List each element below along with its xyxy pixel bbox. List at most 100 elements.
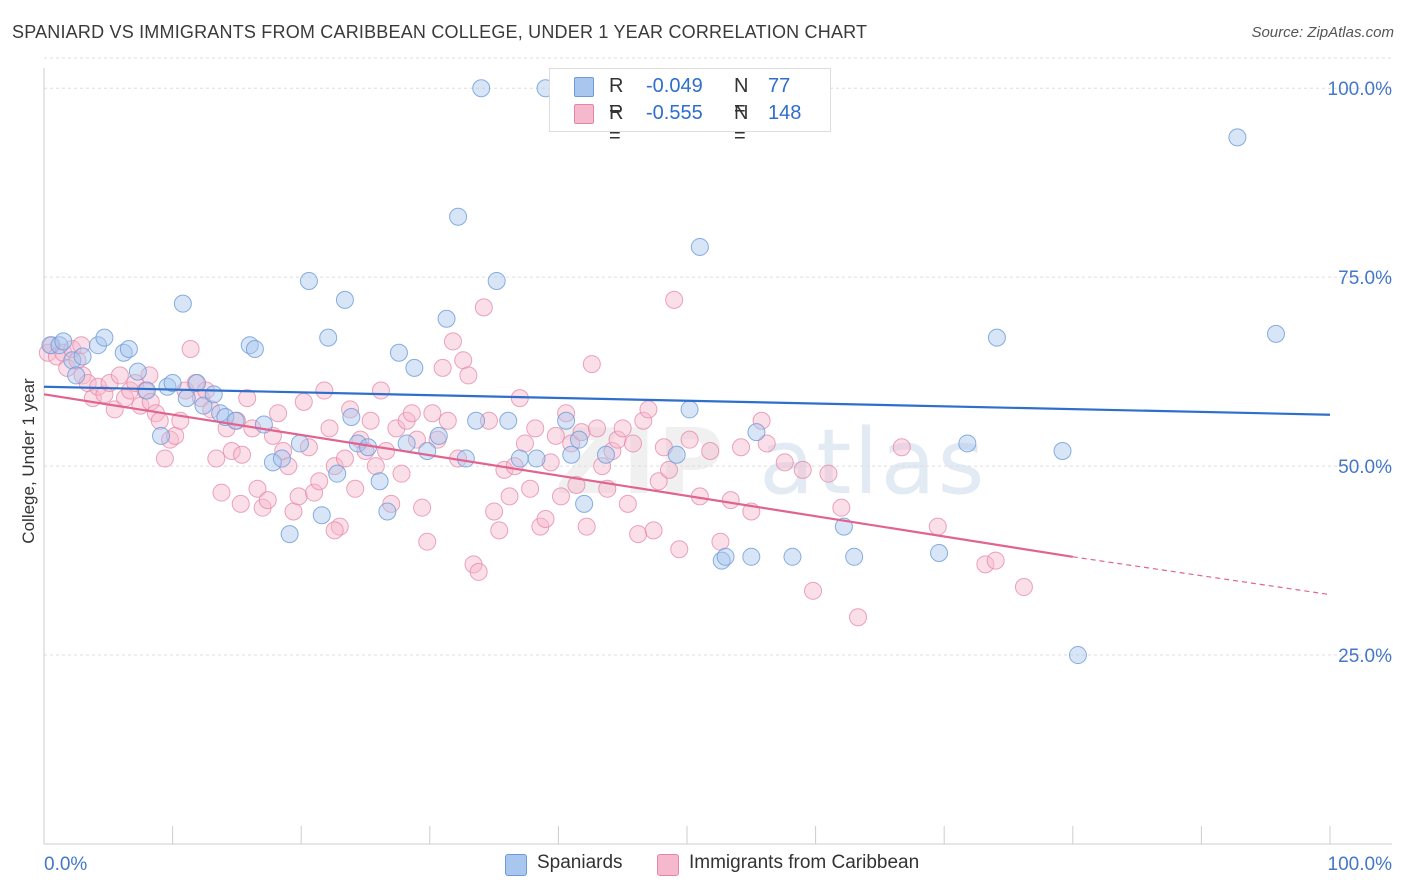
spaniard-point-43 <box>418 442 437 460</box>
spaniard-point-39 <box>378 502 397 521</box>
caribbean-point-108 <box>593 457 612 476</box>
caribbean-point-113 <box>618 494 637 513</box>
caribbean-point-36 <box>222 442 241 460</box>
caribbean-point-107 <box>587 419 606 438</box>
caribbean-point-49 <box>289 487 308 506</box>
caribbean-point-60 <box>346 479 365 498</box>
spaniard-point-10 <box>128 362 147 381</box>
caribbean-point-52 <box>305 483 324 502</box>
legend-box: R = -0.049 N = 77 R = -0.555 N = 148 <box>549 68 831 147</box>
caribbean-point-64 <box>366 457 385 476</box>
caribbean-point-85 <box>474 298 493 317</box>
spaniard-point-64 <box>716 547 735 566</box>
caribbean-point-84 <box>469 562 488 581</box>
spaniard-point-40 <box>389 343 408 362</box>
caribbean-point-131 <box>752 411 771 430</box>
caribbean-point-121 <box>659 460 678 479</box>
spaniard-point-12 <box>152 426 171 445</box>
legend-n-value-caribbean: 148 <box>768 102 802 124</box>
spaniards-trend-line <box>43 385 1331 416</box>
spaniard-point-59 <box>596 445 615 464</box>
spaniard-point-71 <box>958 434 977 453</box>
chart-title: SPANIARD VS IMMIGRANTS FROM CARIBBEAN CO… <box>12 22 868 42</box>
caribbean-point-133 <box>775 453 794 472</box>
caribbean-point-69 <box>392 464 411 483</box>
caribbean-point-79 <box>443 332 462 351</box>
spaniard-point-42 <box>405 358 424 377</box>
caribbean-point-99 <box>546 426 565 445</box>
caribbean-point-134 <box>793 460 812 479</box>
caribbean-trend-extension <box>1072 556 1331 596</box>
caribbean-point-144 <box>325 521 344 540</box>
caribbean-point-14 <box>110 366 129 385</box>
caribbean-point-132 <box>757 434 776 453</box>
spaniard-point-29 <box>290 434 309 453</box>
caribbean-point-141 <box>976 555 995 574</box>
caribbean-point-45 <box>269 404 288 423</box>
watermark-atlas: atlas <box>759 410 987 515</box>
caribbean-point-23 <box>155 449 174 468</box>
series-spaniards-points <box>41 79 1285 665</box>
caribbean-point-136 <box>819 464 838 483</box>
caribbean-point-119 <box>649 472 668 491</box>
spaniard-point-16 <box>177 389 196 408</box>
caribbean-point-95 <box>526 419 545 438</box>
caribbean-point-145 <box>231 494 250 513</box>
spaniard-point-48 <box>467 411 486 430</box>
legend-swatch-caribbean <box>574 104 594 124</box>
caribbean-point-58 <box>335 449 354 468</box>
caribbean-point-97 <box>536 510 555 529</box>
caribbean-point-53 <box>310 472 329 491</box>
spaniard-point-15 <box>173 294 192 313</box>
caribbean-point-128 <box>721 491 740 510</box>
caribbean-point-115 <box>629 525 648 544</box>
caribbean-point-103 <box>567 476 586 495</box>
spaniard-point-65 <box>742 547 761 566</box>
caribbean-point-48 <box>284 502 303 521</box>
spaniard-point-14 <box>163 373 182 392</box>
caribbean-point-41 <box>248 479 267 498</box>
spaniard-point-74 <box>1068 646 1087 665</box>
caribbean-point-28 <box>181 339 200 358</box>
caribbean-point-50 <box>294 392 313 411</box>
spaniard-point-55 <box>557 411 576 430</box>
caribbean-point-137 <box>832 498 851 517</box>
spaniard-point-6 <box>89 336 108 355</box>
spaniard-point-51 <box>499 411 518 430</box>
caribbean-point-68 <box>387 419 406 438</box>
caribbean-point-124 <box>680 430 699 449</box>
caribbean-trend-line <box>43 393 1073 558</box>
spaniard-point-22 <box>226 411 245 430</box>
spaniard-point-75 <box>1228 128 1247 147</box>
bottom-legend-label-caribbean: Immigrants from Caribbean <box>689 852 920 873</box>
caribbean-point-34 <box>212 483 231 502</box>
caribbean-point-39 <box>238 389 257 408</box>
caribbean-point-127 <box>711 532 730 551</box>
bottom-legend-swatch-caribbean <box>657 854 679 876</box>
caribbean-point-90 <box>500 487 519 506</box>
caribbean-point-55 <box>320 419 339 438</box>
spaniard-point-60 <box>667 445 686 464</box>
spaniard-point-18 <box>194 396 213 415</box>
caribbean-point-100 <box>551 487 570 506</box>
spaniard-point-26 <box>263 453 282 472</box>
spaniard-point-45 <box>437 309 456 328</box>
legend-n-label-caribbean: N = <box>734 102 749 147</box>
spaniard-point-9 <box>119 339 138 358</box>
caribbean-point-71 <box>402 404 421 423</box>
caribbean-point-142 <box>986 551 1005 570</box>
caribbean-point-51 <box>299 438 318 457</box>
spaniard-point-31 <box>312 506 331 525</box>
spaniard-point-34 <box>335 290 354 309</box>
bottom-legend-swatch-spaniards <box>505 854 527 876</box>
spaniard-point-33 <box>328 464 347 483</box>
caribbean-point-93 <box>515 434 534 453</box>
legend-n-label-spaniards: N = <box>734 75 749 120</box>
spaniard-point-76 <box>1266 324 1285 343</box>
spaniard-point-27 <box>272 449 291 468</box>
caribbean-point-38 <box>233 445 252 464</box>
legend-r-value-caribbean: -0.555 <box>646 102 703 124</box>
source-label: Source: ZipAtlas.com <box>1251 24 1394 41</box>
caribbean-point-117 <box>639 400 658 419</box>
